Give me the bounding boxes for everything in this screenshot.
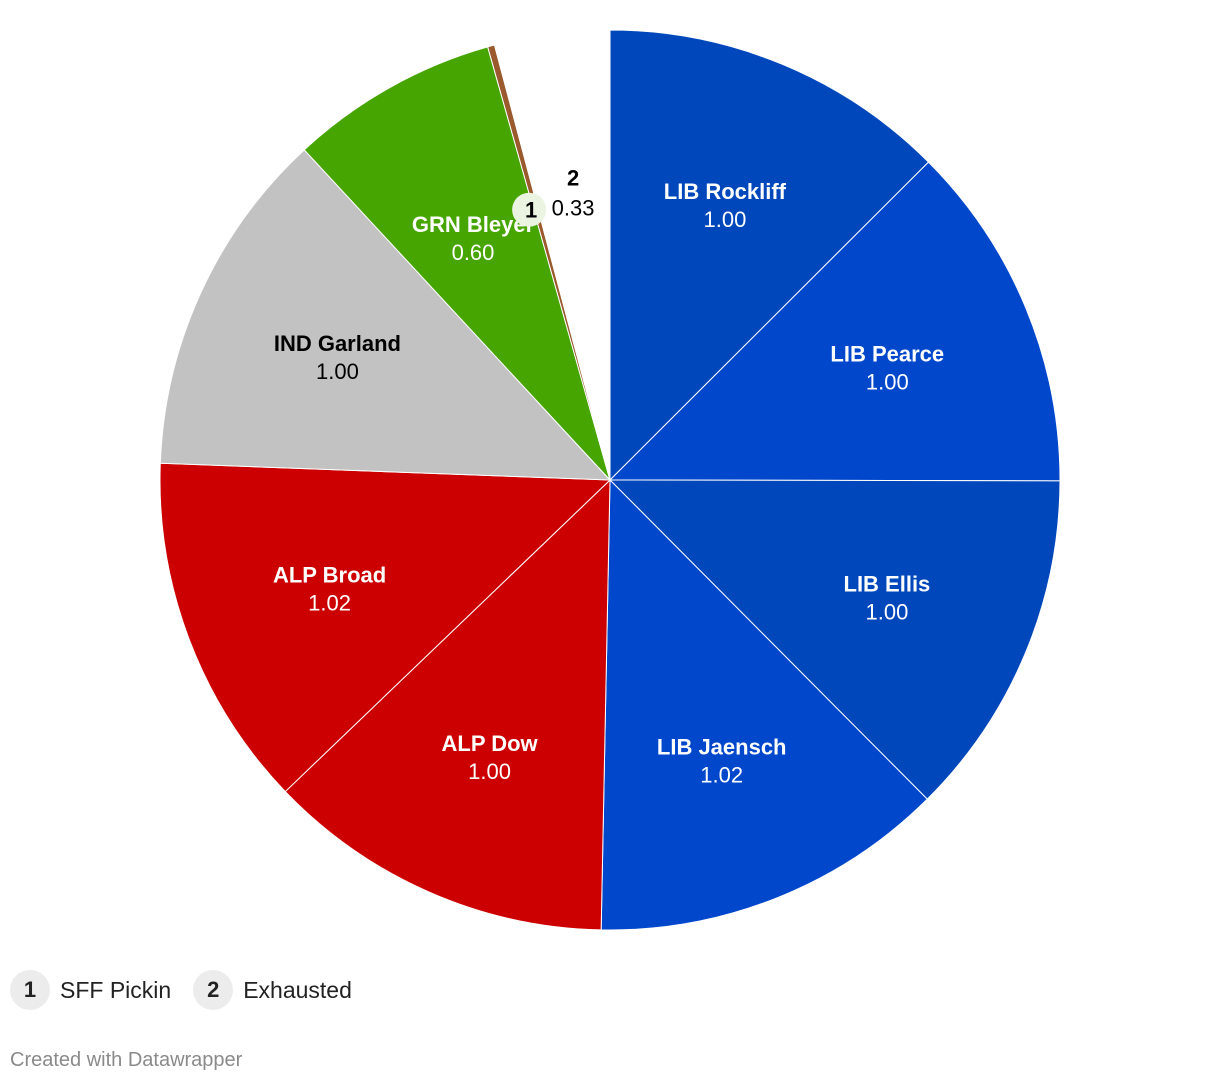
- slice-label: IND Garland: [274, 331, 401, 356]
- slice-grn-bleyer[interactable]: [303, 46, 611, 481]
- slice-alp-broad[interactable]: [159, 462, 612, 793]
- legend-item-exhausted: 2 Exhausted: [193, 970, 352, 1010]
- slice-lib-jaensch[interactable]: [600, 478, 928, 931]
- slice-marker-1: 1: [525, 198, 537, 223]
- slice-lib-rockliff[interactable]: [609, 29, 930, 482]
- slice-lib-ellis[interactable]: [608, 479, 1061, 800]
- slice-marker-bg-1: [512, 192, 547, 227]
- slice-value: 0.33: [552, 195, 595, 220]
- slice-value: 0.60: [452, 240, 495, 265]
- slice-label: ALP Broad: [273, 563, 386, 588]
- pie-slices: [159, 29, 1061, 931]
- legend-marker-2: 2: [193, 970, 234, 1010]
- slice-value: 1.00: [703, 207, 746, 232]
- legend-item-sff-pickin: 1 SFF Pickin: [10, 970, 171, 1010]
- slice-value: 1.00: [865, 600, 908, 625]
- slice-label: LIB Ellis: [844, 572, 931, 597]
- slice-ind-garland[interactable]: [159, 149, 612, 481]
- legend: 1 SFF Pickin 2 Exhausted: [10, 970, 374, 1010]
- slice-value: 1.02: [308, 591, 351, 616]
- slice-value: 1.00: [468, 759, 511, 784]
- slice-alp-dow[interactable]: [284, 478, 611, 931]
- slice-label: ALP Dow: [442, 731, 539, 756]
- legend-label: Exhausted: [243, 976, 352, 1003]
- slice-marker-2: 2: [567, 165, 579, 190]
- slice-label: LIB Jaensch: [657, 734, 787, 759]
- pie-chart: LIB Rockliff 1.00 LIB Pearce 1.00 LIB Ellis 1…: [159, 29, 1061, 931]
- slice-label: LIB Rockliff: [664, 179, 787, 204]
- legend-label: SFF Pickin: [60, 976, 172, 1003]
- slice-lib-pearce[interactable]: [608, 161, 1061, 482]
- slice-label: LIB Pearce: [830, 342, 944, 367]
- credit-text[interactable]: Created with Datawrapper: [10, 1049, 243, 1071]
- pie-labels: LIB Rockliff 1.00 LIB Pearce 1.00 LIB Ellis 1…: [273, 165, 944, 787]
- slice-value: 1.00: [316, 359, 359, 384]
- legend-marker-1: 1: [10, 970, 50, 1010]
- slice-value: 1.00: [866, 370, 909, 395]
- slice-value: 1.02: [700, 762, 743, 787]
- slice-exhausted[interactable]: [493, 29, 611, 481]
